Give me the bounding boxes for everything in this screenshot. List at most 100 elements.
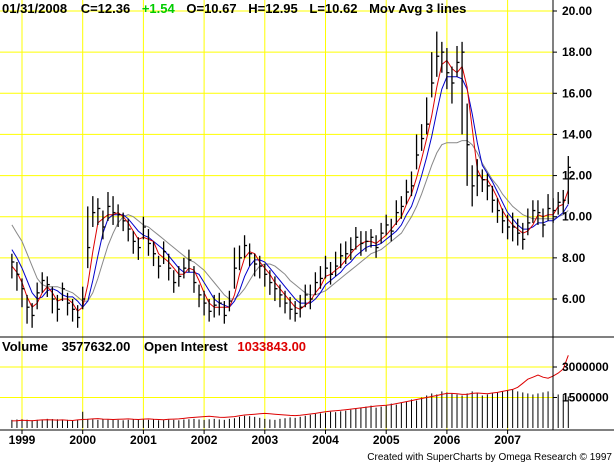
- time-tick-label: 2003: [251, 433, 278, 447]
- ohlc-bar: [87, 206, 91, 269]
- ohlc-bar: [218, 292, 222, 316]
- ohlc-bar: [152, 241, 157, 267]
- header-close: C=12.36: [81, 1, 131, 16]
- price-tick-label: 6.00: [562, 292, 586, 306]
- ohlc-bar: [481, 169, 485, 193]
- header-study: Mov Avg 3 lines: [369, 1, 466, 16]
- ohlc-bar: [46, 276, 50, 297]
- header-open: O=10.67: [186, 1, 236, 16]
- ohlc-bar: [132, 231, 136, 254]
- time-tick-label: 2005: [373, 433, 400, 447]
- time-tick-label: 2000: [69, 433, 96, 447]
- volume-header: Volume 3577632.00 Open Interest 1033843.…: [2, 339, 306, 354]
- ohlc-bar: [410, 171, 414, 197]
- ohlc-bar: [279, 284, 283, 308]
- time-tick-label: 2007: [494, 433, 521, 447]
- ohlc-bar: [259, 255, 263, 279]
- ohlc-bar: [51, 286, 55, 314]
- ohlc-bar: [21, 278, 25, 308]
- ohlc-bar: [127, 218, 131, 242]
- ohlc-bar: [193, 266, 197, 293]
- open-interest-line-group: [11, 355, 569, 422]
- price-tick-label: 12.00: [562, 169, 592, 183]
- ohlc-bar: [147, 229, 151, 256]
- time-tick-label: 2001: [130, 433, 157, 447]
- ma-slow-line: [11, 140, 569, 302]
- volume-bars: [11, 389, 569, 428]
- ohlc-bar: [274, 276, 278, 302]
- ohlc-bar: [36, 282, 40, 310]
- ohlc-bar: [340, 243, 344, 269]
- ohlc-bar: [299, 294, 303, 318]
- ohlc-bar: [203, 290, 207, 316]
- ohlc-bar: [380, 222, 384, 244]
- ohlc-bar: [264, 264, 268, 287]
- ohlc-bar: [223, 301, 227, 324]
- ohlc-bar: [527, 208, 531, 236]
- ohlc-bar: [117, 204, 121, 227]
- ohlc-bar: [294, 301, 298, 322]
- volume-tick-label: 3000000: [562, 360, 609, 374]
- ohlc-bar: [173, 270, 177, 293]
- ohlc-bar: [304, 284, 308, 308]
- ohlc-bar: [26, 294, 30, 324]
- time-tick-label: 1999: [9, 433, 36, 447]
- ohlc-bar: [289, 296, 293, 320]
- ohlc-bar: [314, 272, 318, 295]
- ohlc-bar: [405, 179, 409, 205]
- ohlc-bar: [375, 235, 379, 258]
- ohlc-bar: [112, 196, 116, 225]
- header-date: 01/31/2008: [2, 1, 67, 16]
- ohlc-bar: [324, 255, 328, 279]
- price-tick-label: 8.00: [562, 251, 586, 265]
- ohlc-bar: [491, 185, 495, 213]
- ma-mid-line: [11, 76, 569, 308]
- ohlc-bar: [547, 194, 551, 221]
- ohlc-bar: [562, 189, 566, 213]
- ohlc-bar: [107, 192, 111, 221]
- ohlc-bar: [557, 192, 561, 215]
- ohlc-bar: [97, 198, 101, 225]
- ohlc-bar: [522, 222, 526, 250]
- volume-panel-grid: [0, 366, 553, 398]
- chart-header: 01/31/2008 C=12.36 +1.54 O=10.67 H=12.95…: [2, 1, 466, 16]
- ohlc-bar: [162, 241, 167, 265]
- ohlc-bar: [355, 227, 359, 250]
- ohlc-bar: [517, 218, 521, 246]
- price-tick-label: 14.00: [562, 127, 592, 141]
- ohlc-bar: [395, 200, 399, 225]
- ohlc-bar: [284, 290, 288, 314]
- ohlc-bar: [486, 173, 490, 201]
- ohlc-bar: [238, 245, 243, 271]
- ohlc-bar: [471, 165, 475, 207]
- ohlc-bar: [350, 237, 354, 260]
- ohlc-bar: [76, 305, 81, 328]
- ohlc-bar: [537, 200, 541, 225]
- ohlc-bar: [365, 231, 369, 252]
- time-tick-label: 2006: [434, 433, 461, 447]
- header-high: H=12.95: [248, 1, 298, 16]
- open-interest-line: [11, 355, 569, 422]
- ohlc-bar: [228, 290, 232, 312]
- ohlc-bar: [61, 282, 65, 302]
- ohlc-bar: [142, 216, 146, 240]
- ohlc-bar: [420, 124, 425, 151]
- ohlc-bar: [532, 200, 536, 223]
- ohlc-bar: [213, 294, 217, 318]
- ohlc-bar: [248, 243, 253, 267]
- ohlc-bar: [56, 294, 60, 322]
- ohlc-bar: [41, 272, 45, 293]
- time-tick-label: 2002: [191, 433, 218, 447]
- volume-tick-label: 1500000: [562, 391, 609, 405]
- credit-text: Created with SuperCharts by Omega Resear…: [367, 452, 612, 463]
- ohlc-bar: [451, 66, 455, 104]
- ohlc-bar: [233, 247, 237, 289]
- time-tick-label: 2004: [312, 433, 339, 447]
- volume-axis-ticks: 1500000 3000000: [553, 360, 609, 405]
- price-tick-label: 16.00: [562, 86, 592, 100]
- ohlc-bar: [466, 103, 470, 186]
- ohlc-bar: [16, 261, 20, 291]
- ohlc-bar: [431, 52, 435, 98]
- ohlc-bar: [178, 266, 182, 287]
